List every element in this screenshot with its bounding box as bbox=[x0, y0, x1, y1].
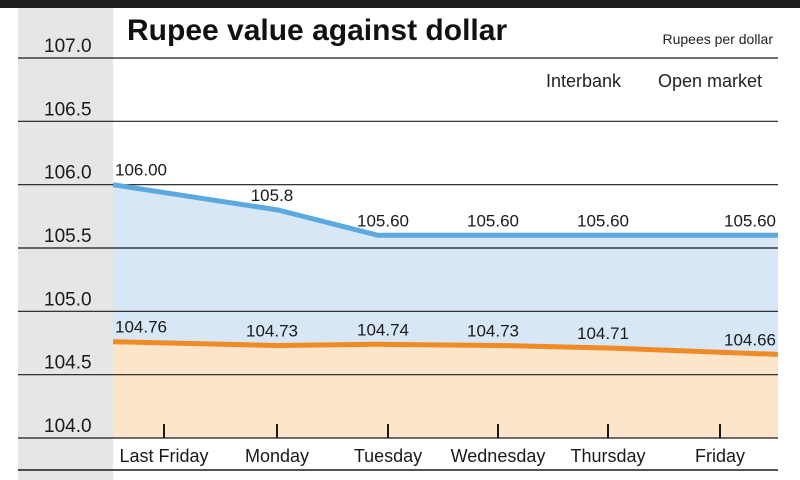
data-label: 104.71 bbox=[577, 324, 629, 343]
data-label: 104.73 bbox=[246, 322, 298, 341]
data-label: 104.73 bbox=[467, 322, 519, 341]
x-tick-label: Thursday bbox=[570, 446, 645, 466]
data-label: 104.74 bbox=[357, 320, 409, 339]
x-tick-label: Friday bbox=[695, 446, 745, 466]
y-tick-label: 104.0 bbox=[44, 416, 92, 437]
series-line-1 bbox=[112, 339, 779, 357]
data-label: 105.60 bbox=[724, 211, 776, 230]
y-tick-labels: 107.0 106.5 106.0 105.5 105.0 104.5 104.0 bbox=[44, 36, 92, 437]
gridlines bbox=[18, 57, 778, 439]
data-label: 106.00 bbox=[115, 161, 167, 180]
top-bar bbox=[0, 0, 800, 8]
series-fill-1 bbox=[113, 341, 778, 438]
series-line-0 bbox=[112, 182, 778, 238]
series-lines bbox=[112, 182, 779, 357]
y-axis-panel bbox=[18, 8, 113, 480]
title-panel bbox=[113, 9, 780, 53]
data-label: 105.60 bbox=[357, 211, 409, 230]
data-label: 104.66 bbox=[724, 330, 776, 349]
data-label: 105.60 bbox=[577, 211, 629, 230]
y-tick-label: 106.0 bbox=[44, 163, 92, 184]
units-label: Rupees per dollar bbox=[662, 31, 773, 47]
x-tick-label: Tuesday bbox=[354, 446, 422, 466]
y-tick-label: 106.5 bbox=[44, 99, 92, 120]
legend-interbank: Interbank bbox=[546, 71, 622, 91]
data-label: 105.8 bbox=[251, 186, 294, 205]
x-tick-label: Wednesday bbox=[451, 446, 546, 466]
x-tick-label: Monday bbox=[245, 446, 309, 466]
y-tick-label: 104.5 bbox=[44, 353, 92, 374]
data-label: 104.76 bbox=[115, 318, 167, 337]
y-tick-label: 107.0 bbox=[44, 36, 92, 57]
y-tick-label: 105.0 bbox=[44, 289, 92, 310]
data-label: 105.60 bbox=[467, 211, 519, 230]
legend-open-market: Open market bbox=[658, 71, 762, 91]
data-labels: 106.00 105.8 105.60 105.60 105.60 105.60 104.7… bbox=[115, 161, 776, 350]
x-axis: Last Friday Monday Tuesday Wednesday Thursda… bbox=[18, 424, 778, 471]
x-tick-label: Last Friday bbox=[119, 446, 208, 466]
y-tick-label: 105.5 bbox=[44, 226, 92, 247]
chart-title: Rupee value against dollar bbox=[127, 14, 507, 47]
